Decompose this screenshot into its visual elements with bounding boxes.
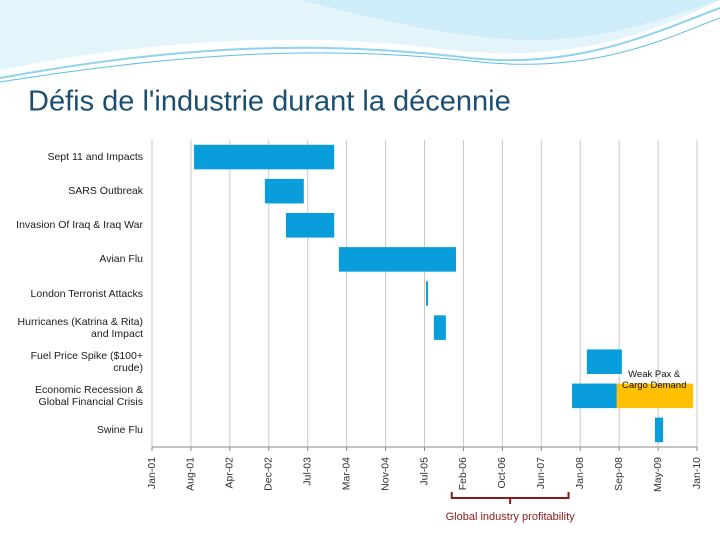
x-tick-label: Nov-04	[379, 457, 391, 491]
x-tick-label: Jan-10	[691, 457, 703, 489]
x-tick-label: Apr-02	[224, 457, 236, 489]
x-tick-label: Jul-03	[301, 457, 313, 486]
bar	[264, 178, 304, 204]
category-label: Fuel Price Spike ($100+ crude)	[30, 349, 143, 374]
annotation: Global industry profitability	[446, 511, 576, 523]
x-tick-label: Jul-05	[418, 457, 430, 486]
bar	[338, 247, 457, 272]
category-label: Sept 11 and Impacts	[47, 151, 143, 164]
x-tick-label: Oct-06	[496, 457, 508, 489]
bar	[572, 383, 617, 409]
x-tick-label: Mar-04	[340, 457, 352, 490]
bar	[285, 212, 335, 238]
category-label: London Terrorist Attacks	[30, 287, 143, 300]
bar	[426, 281, 429, 306]
x-tick-label: Sep-08	[613, 457, 625, 491]
slide-title: Défis de l'industrie durant la décennie	[28, 86, 511, 118]
bracket	[450, 492, 570, 504]
header-wave	[0, 17, 720, 83]
bar	[194, 144, 335, 170]
x-tick-label: Dec-02	[263, 457, 275, 491]
x-tick-label: Jun-07	[535, 457, 547, 489]
category-label: Invasion Of Iraq & Iraq War	[16, 219, 143, 232]
x-tick-label: Jan-01	[146, 457, 158, 489]
x-tick-label: May-09	[652, 457, 664, 492]
header-wave	[0, 7, 720, 79]
annotation: Weak Pax & Cargo Demand	[621, 369, 687, 392]
category-label: Hurricanes (Katrina & Rita) and Impact	[17, 315, 143, 340]
bar	[616, 383, 694, 409]
category-label: Avian Flu	[99, 253, 143, 266]
header-wave	[300, 0, 720, 41]
category-label: SARS Outbreak	[68, 185, 143, 198]
x-tick-label: Aug-01	[185, 457, 197, 491]
bar	[654, 417, 664, 443]
x-tick-label: Jan-08	[574, 457, 586, 489]
category-label: Economic Recession & Global Financial Cr…	[35, 383, 143, 408]
bar	[433, 315, 446, 340]
x-tick-label: Feb-06	[457, 457, 469, 490]
category-label: Swine Flu	[96, 423, 143, 436]
bar	[586, 349, 622, 375]
